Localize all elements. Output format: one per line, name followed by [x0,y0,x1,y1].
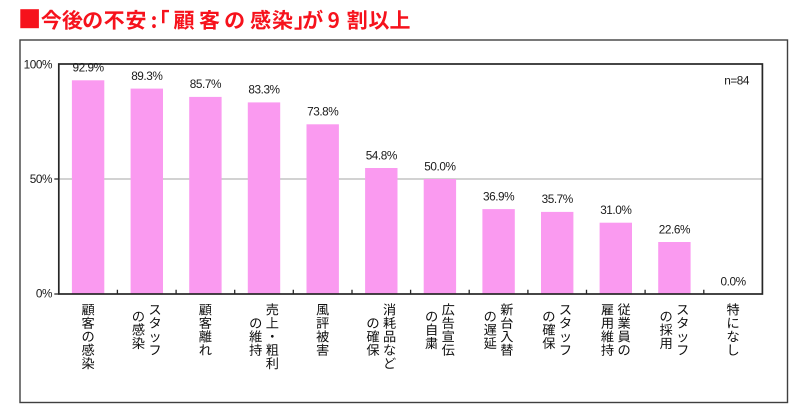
svg-text:54.8%: 54.8% [366,148,398,162]
svg-text:83.3%: 83.3% [248,83,280,97]
svg-text:89.3%: 89.3% [131,69,163,83]
svg-text:35.7%: 35.7% [542,192,574,206]
svg-text:0%: 0% [36,287,53,301]
svg-text:100%: 100% [24,58,53,72]
svg-text:73.8%: 73.8% [307,105,339,119]
svg-text:92.9%: 92.9% [72,61,104,75]
svg-text:85.7%: 85.7% [190,77,222,91]
svg-text:n=84: n=84 [724,74,750,88]
svg-text:0.0%: 0.0% [721,274,747,288]
svg-text:36.9%: 36.9% [483,189,515,203]
svg-text:22.6%: 22.6% [659,222,691,236]
svg-text:50.0%: 50.0% [424,159,456,173]
svg-text:31.0%: 31.0% [600,203,632,217]
svg-text:50%: 50% [30,172,53,186]
